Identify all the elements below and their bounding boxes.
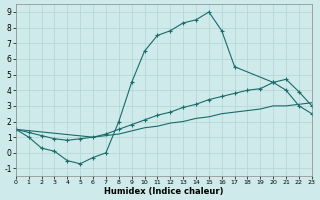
X-axis label: Humidex (Indice chaleur): Humidex (Indice chaleur): [104, 187, 224, 196]
